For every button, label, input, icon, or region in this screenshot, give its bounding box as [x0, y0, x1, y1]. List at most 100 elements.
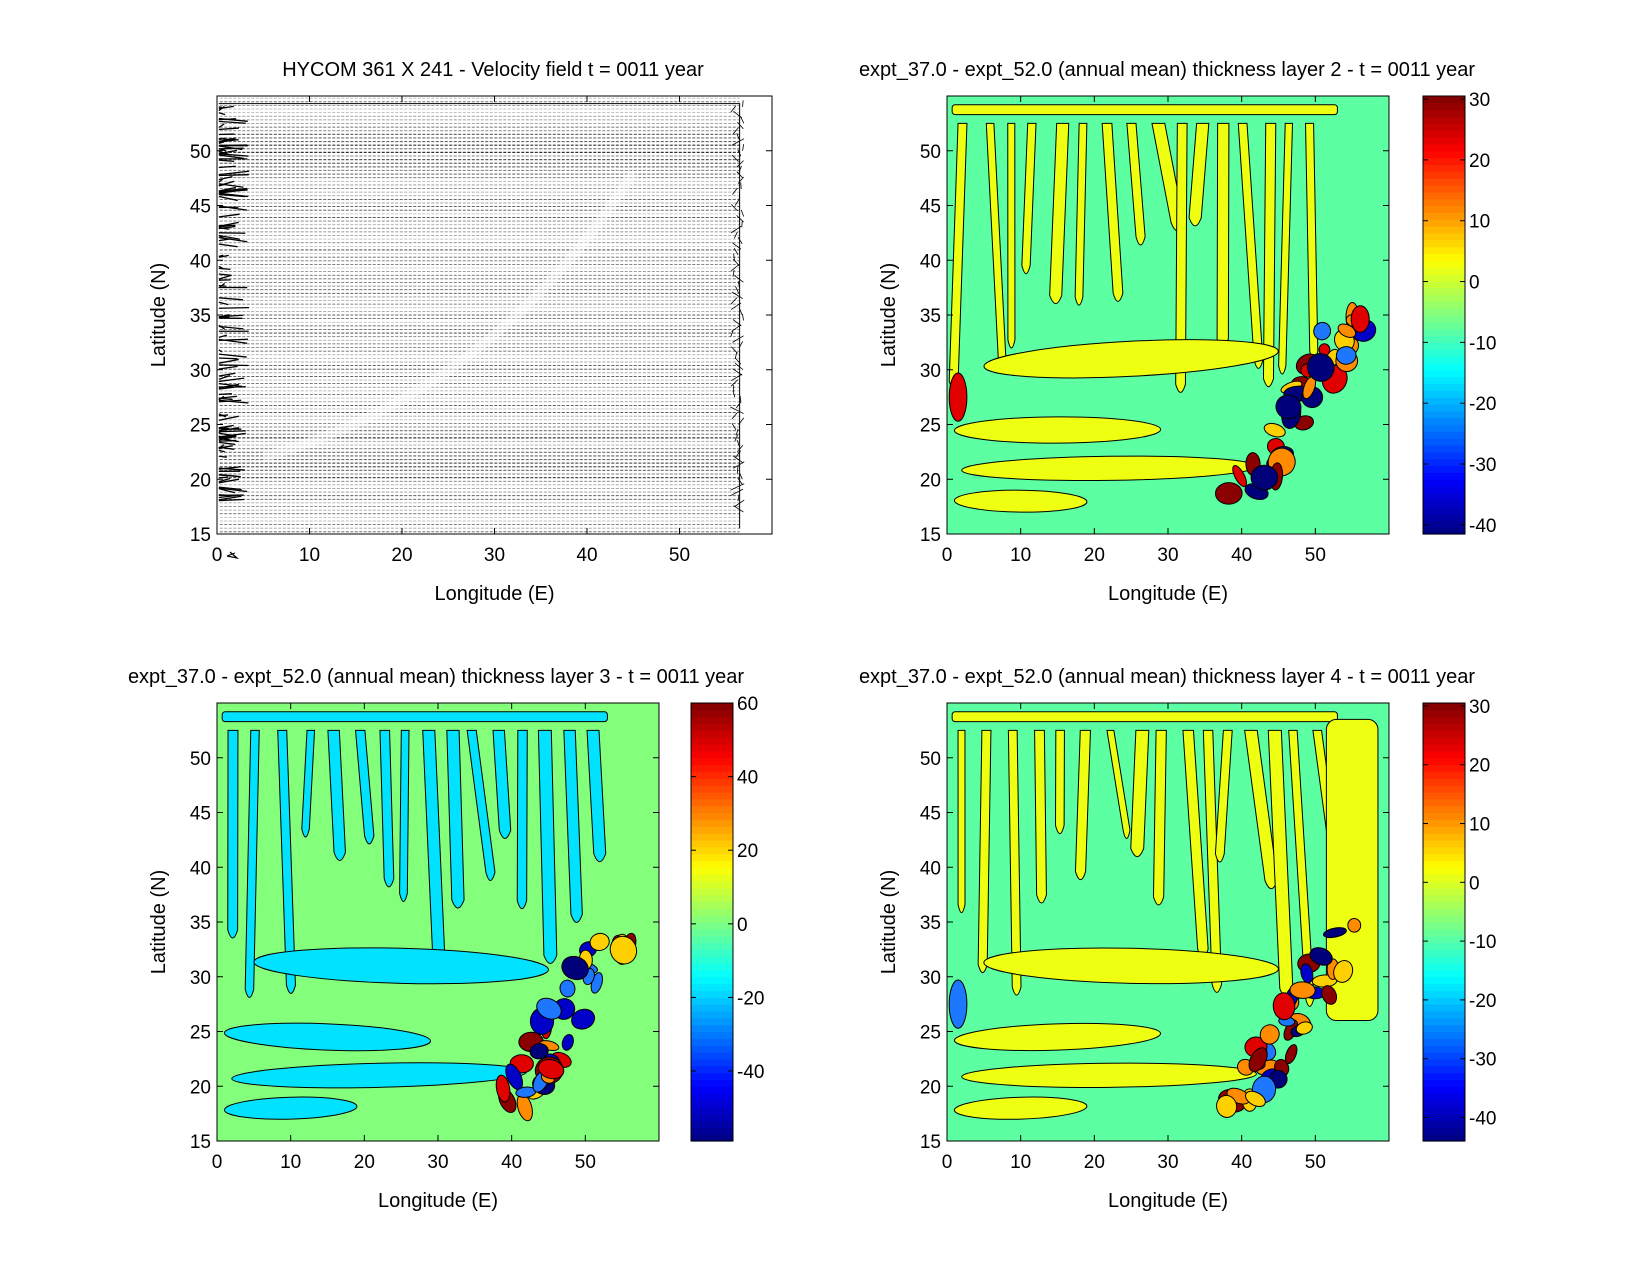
colorbar-tick-label: 0 — [1469, 273, 1480, 294]
y-tick-label: 40 — [190, 251, 211, 272]
colorbar-level — [1423, 888, 1465, 895]
colorbar-level — [1423, 1100, 1465, 1107]
colorbar-level — [691, 1093, 733, 1100]
colorbar-level — [1423, 771, 1465, 778]
x-tick-label: 0 — [942, 545, 953, 566]
colorbar-level — [1423, 799, 1465, 806]
colorbar-level — [691, 826, 733, 833]
colorbar-level — [691, 778, 733, 785]
velocity-vector — [219, 148, 244, 149]
colorbar-level — [691, 1086, 733, 1093]
colorbar-level — [1423, 507, 1465, 514]
colorbar-level — [691, 936, 733, 943]
x-tick-label: 20 — [391, 545, 412, 566]
y-tick-label: 40 — [920, 858, 941, 879]
colorbar-level — [1423, 233, 1465, 240]
y-tick-label: 20 — [190, 470, 211, 491]
contour-finger — [1008, 123, 1015, 348]
velocity-vector — [219, 119, 236, 120]
colorbar-level — [1423, 1086, 1465, 1093]
colorbar-level — [1423, 874, 1465, 881]
colorbar-level — [1423, 281, 1465, 288]
colorbar-level — [1423, 144, 1465, 151]
velocity-vector — [742, 221, 743, 228]
reference-arrow-icon — [227, 552, 237, 558]
plot-area — [217, 703, 659, 1141]
colorbar-level — [1423, 895, 1465, 902]
x-axis-label: Longitude (E) — [1108, 1190, 1228, 1212]
colorbar-tick-label: 30 — [1469, 697, 1490, 718]
y-tick-label: 35 — [920, 306, 941, 327]
plot-area — [217, 96, 772, 534]
x-tick-label: 50 — [1305, 545, 1326, 566]
colorbar-level — [691, 717, 733, 724]
colorbar-level — [691, 1052, 733, 1059]
panel-title: HYCOM 361 X 241 - Velocity field t = 001… — [282, 59, 704, 81]
contour-finger — [1056, 730, 1065, 833]
y-tick-label: 30 — [920, 361, 941, 382]
colorbar-level — [691, 1004, 733, 1011]
colorbar-level — [1423, 778, 1465, 785]
colorbar-level — [691, 758, 733, 765]
colorbar-tick-label: 20 — [1469, 756, 1490, 777]
colorbar-level — [1423, 329, 1465, 336]
y-tick-label: 20 — [920, 470, 941, 491]
colorbar-level — [1423, 1032, 1465, 1039]
x-tick-label: 40 — [1231, 545, 1252, 566]
colorbar-level — [1423, 253, 1465, 260]
colorbar-level — [691, 977, 733, 984]
colorbar-level — [1423, 977, 1465, 984]
colorbar-level — [1423, 370, 1465, 377]
colorbar-level — [1423, 984, 1465, 991]
x-tick-label: 50 — [575, 1152, 596, 1173]
colorbar-level — [691, 813, 733, 820]
contour-band — [952, 105, 1337, 115]
y-tick-label: 50 — [190, 142, 211, 163]
plot-area — [947, 96, 1389, 534]
colorbar-level — [1423, 486, 1465, 493]
velocity-vector — [741, 183, 742, 190]
colorbar-level — [1423, 833, 1465, 840]
colorbar-level — [1423, 758, 1465, 765]
colorbar-level — [1423, 765, 1465, 772]
velocity-vector — [219, 358, 238, 359]
colorbar-level — [1423, 431, 1465, 438]
colorbar-level — [691, 1134, 733, 1141]
colorbar-level — [691, 1120, 733, 1127]
colorbar-level — [691, 895, 733, 902]
colorbar-level — [691, 771, 733, 778]
colorbar-level — [691, 1079, 733, 1086]
colorbar-level — [1423, 527, 1465, 534]
colorbar-tick-label: -40 — [1469, 1108, 1496, 1129]
colorbar-level — [691, 1127, 733, 1134]
y-tick-label: 45 — [190, 197, 211, 218]
colorbar-level — [1423, 1127, 1465, 1134]
colorbar-level — [1423, 445, 1465, 452]
colorbar-level — [1423, 267, 1465, 274]
colorbar-level — [691, 874, 733, 881]
x-tick-label: 30 — [427, 1152, 448, 1173]
y-tick-label: 45 — [920, 804, 941, 825]
x-tick-label: 10 — [1010, 1152, 1031, 1173]
colorbar-level — [1423, 990, 1465, 997]
x-tick-label: 30 — [484, 545, 505, 566]
velocity-vector — [743, 100, 744, 107]
colorbar-level — [1423, 1066, 1465, 1073]
y-tick-label: 35 — [920, 913, 941, 934]
colorbar-level — [1423, 860, 1465, 867]
colorbar-level — [1423, 185, 1465, 192]
colorbar-level — [691, 1114, 733, 1121]
colorbar-level — [1423, 164, 1465, 171]
colorbar-level — [1423, 192, 1465, 199]
velocity-vector — [219, 431, 246, 432]
colorbar-level — [1423, 336, 1465, 343]
colorbar-level — [691, 799, 733, 806]
y-tick-label: 40 — [920, 251, 941, 272]
colorbar-level — [1423, 826, 1465, 833]
colorbar-level — [691, 1107, 733, 1114]
colorbar-level — [1423, 418, 1465, 425]
colorbar-level — [691, 1032, 733, 1039]
